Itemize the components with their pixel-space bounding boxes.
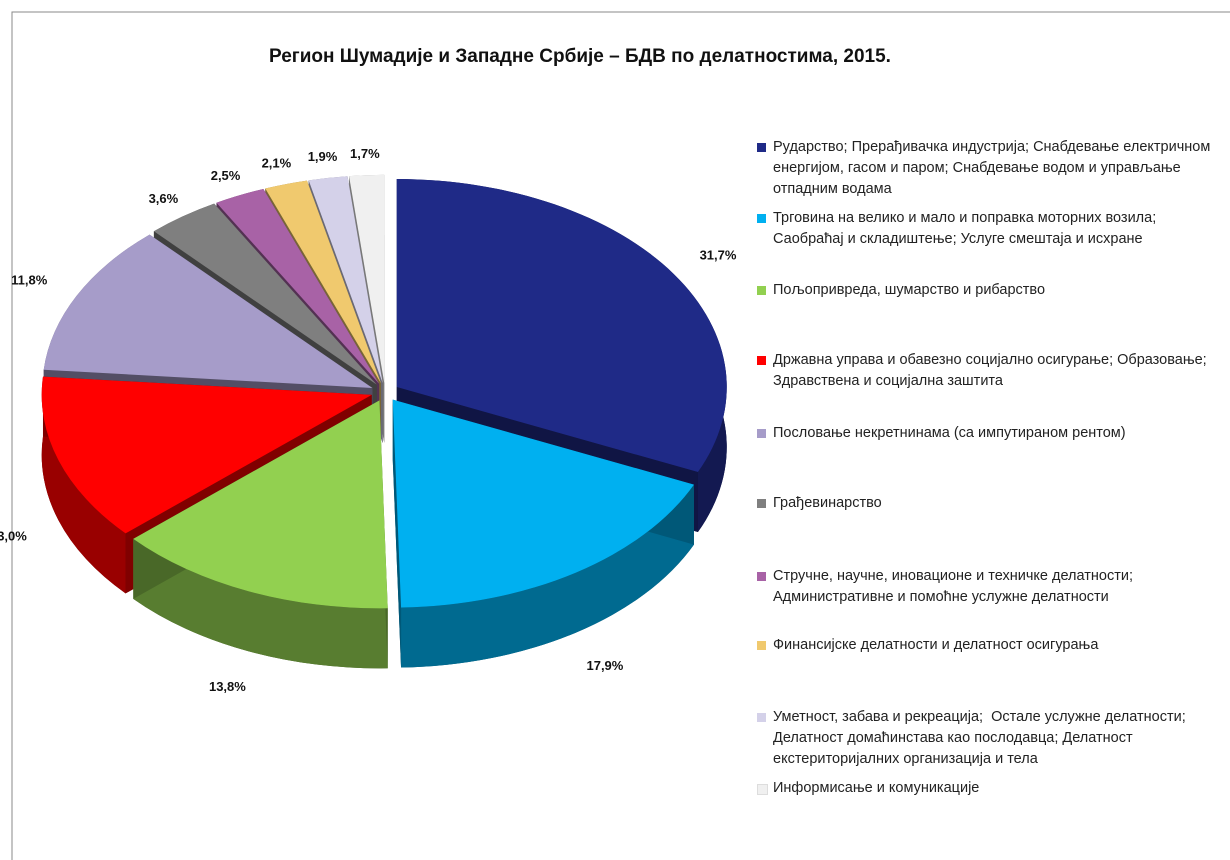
data-label: 13,0% [0,528,27,543]
slice-wall [392,399,402,668]
data-label: 31,7% [700,247,737,262]
chart-title: Регион Шумадије и Западне Србије – БДВ п… [269,46,891,67]
legend-item: Рударство; Прерађивачка индустрија; Снаб… [757,137,1213,200]
legend-label: Информисање и комуникације [773,780,980,796]
legend-item: Трговина на велико и мало и поправка мот… [757,208,1213,250]
legend-swatch [757,499,766,508]
legend-label: Рударство; Прерађивачка индустрија; Снаб… [773,139,1215,197]
legend-swatch [757,429,766,438]
legend-swatch [757,641,766,650]
legend-item: Финансијске делатности и делатност осигу… [757,635,1213,656]
slice [308,176,383,384]
data-label: 11,8% [11,273,48,288]
legend-item: Уметност, забава и рекреација; Остале ус… [757,707,1213,770]
legend-label: Државна управа и обавезно социјално осиг… [773,352,1211,389]
slice [153,203,377,385]
legend-label: Пољопривреда, шумарство и рибарство [773,282,1046,298]
slice [396,179,727,473]
legend-label: Стручне, научне, иновационе и техничке д… [773,568,1138,605]
slice-side [41,376,126,594]
data-label: 2,5% [211,168,241,183]
slice [392,399,694,608]
legend-swatch [757,214,766,223]
slice-side [401,484,694,668]
data-label: 2,1% [262,156,292,171]
data-label: 1,7% [350,146,380,161]
legend-item: Државна управа и обавезно социјално осиг… [757,350,1213,392]
slice [133,400,388,609]
legend-label: Пословање некретнинама (са импутираном р… [773,425,1126,441]
legend-item: Пословање некретнинама (са импутираном р… [757,423,1213,444]
legend-item: Пољопривреда, шумарство и рибарство [757,280,1213,301]
legend-swatch [757,286,766,295]
slice [349,174,385,383]
slice [41,376,372,534]
legend-swatch [757,784,768,795]
legend-label: Трговина на велико и мало и поправка мот… [773,210,1161,247]
slice [43,234,373,388]
legend-label: Финансијске делатности и делатност осигу… [773,637,1099,653]
data-label: 13,8% [209,679,246,694]
data-label: 3,6% [149,191,179,206]
legend-swatch [757,572,766,581]
legend-item: Грађевинарство [757,493,1213,514]
legend-swatch [757,143,766,152]
legend-swatch [757,713,766,722]
legend-label: Грађевинарство [773,495,882,511]
data-label: 17,9% [586,658,623,673]
legend-item: Информисање и комуникације [757,778,1213,799]
legend-label: Уметност, забава и рекреација; Остале ус… [773,709,1190,767]
legend-item: Стручне, научне, иновационе и техничке д… [757,566,1213,608]
legend-swatch [757,356,766,365]
data-label: 1,9% [308,149,338,164]
slice [265,180,381,384]
frame [11,11,1230,860]
slice-side [133,538,388,669]
slice [216,188,380,384]
